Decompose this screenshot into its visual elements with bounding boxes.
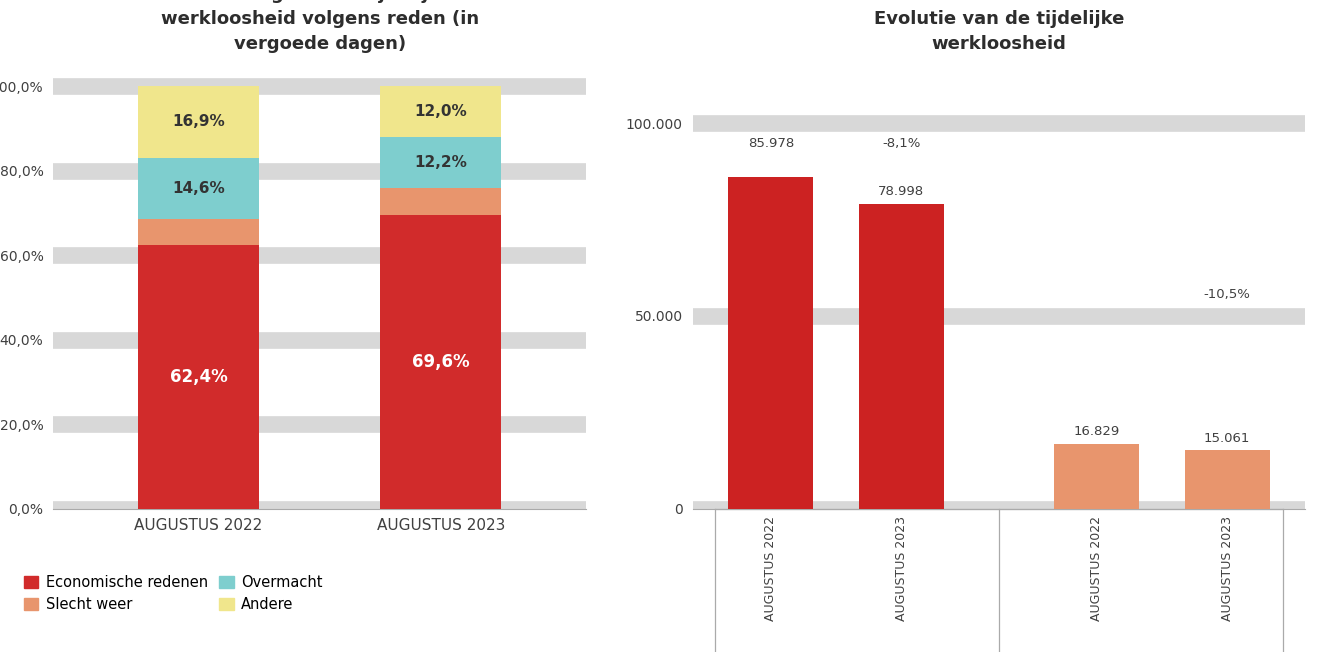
Text: 12,2%: 12,2% <box>414 155 468 170</box>
Bar <box>139 245 260 509</box>
Bar <box>139 219 260 245</box>
Bar <box>380 188 501 215</box>
Text: 78.998: 78.998 <box>878 185 924 198</box>
Bar <box>139 158 260 219</box>
Bar <box>380 137 501 188</box>
Bar <box>380 215 501 509</box>
Text: 14,6%: 14,6% <box>172 181 225 196</box>
Title: Verdeling van de tijdelijke
werkloosheid volgens reden (in
vergoede dagen): Verdeling van de tijdelijke werkloosheid… <box>161 0 478 53</box>
Text: -10,5%: -10,5% <box>1204 288 1251 301</box>
Text: 15.061: 15.061 <box>1204 432 1251 445</box>
Text: -8,1%: -8,1% <box>882 137 920 150</box>
Title: Evolutie van de tijdelijke
werkloosheid: Evolutie van de tijdelijke werkloosheid <box>874 10 1124 53</box>
Bar <box>139 86 260 158</box>
Bar <box>1184 451 1269 509</box>
Text: 69,6%: 69,6% <box>412 353 470 370</box>
Text: 85.978: 85.978 <box>747 137 794 150</box>
Legend: Economische redenen, Slecht weer, Overmacht, Andere: Economische redenen, Slecht weer, Overma… <box>17 569 329 618</box>
Text: 16.829: 16.829 <box>1074 425 1120 438</box>
Text: 62,4%: 62,4% <box>169 368 228 386</box>
Bar <box>729 177 814 509</box>
Bar <box>380 86 501 137</box>
Bar <box>859 204 943 509</box>
Bar <box>1055 443 1139 509</box>
Text: 12,0%: 12,0% <box>414 104 468 119</box>
Text: 16,9%: 16,9% <box>172 115 225 130</box>
